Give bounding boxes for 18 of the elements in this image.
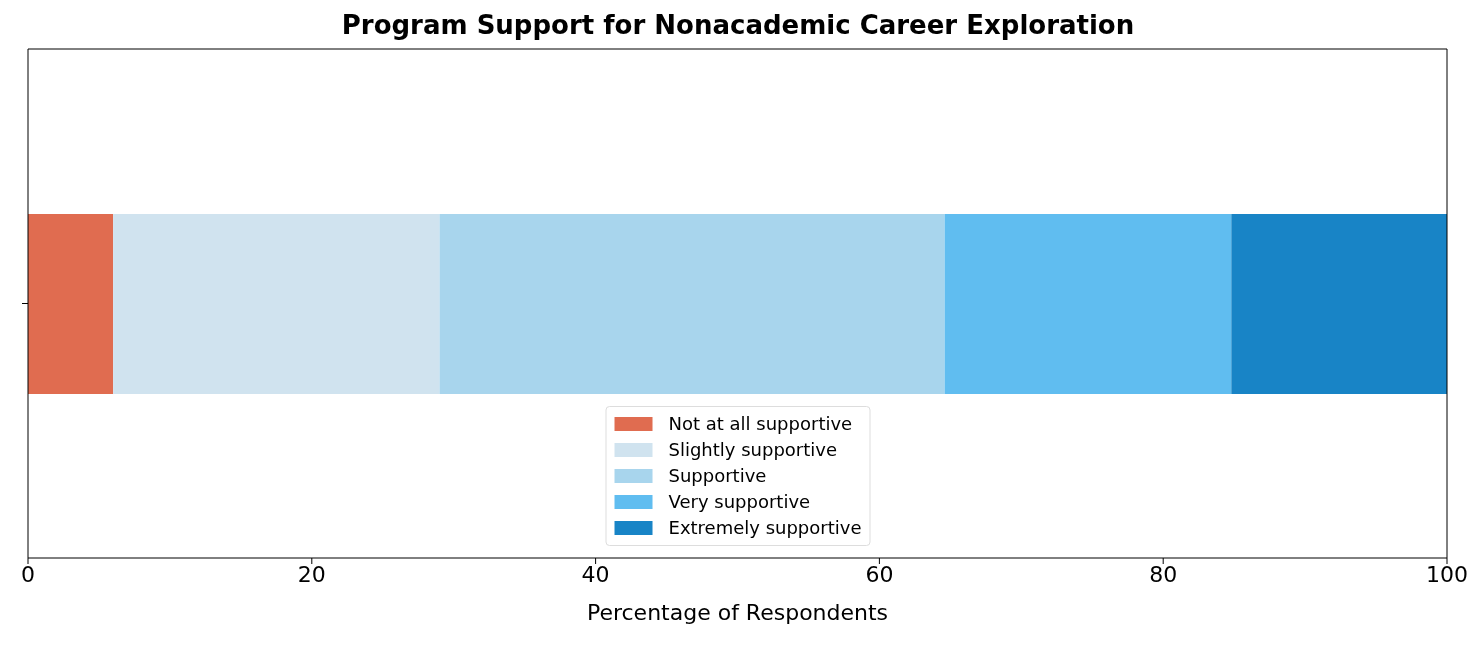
legend-label: Supportive: [668, 464, 767, 488]
x-tick-label: 80: [1149, 561, 1178, 587]
chart-title: Program Support for Nonacademic Career Exploration: [340, 9, 1136, 42]
bar: [113, 214, 440, 394]
x-tick-label: 20: [297, 561, 326, 587]
bar: [944, 214, 1232, 394]
legend-label: Slightly supportive: [668, 438, 838, 462]
bar: [28, 214, 114, 394]
legend-label: Extremely supportive: [668, 516, 862, 540]
x-tick-label: 60: [865, 561, 894, 587]
legend-label: Very supportive: [668, 490, 811, 514]
x-axis-title: Percentage of Respondents: [586, 600, 889, 625]
legend-label: Not at all supportive: [668, 412, 853, 436]
x-tick-label: 0: [21, 561, 35, 587]
bar: [1231, 214, 1447, 394]
x-tick-label: 40: [581, 561, 610, 587]
bar: [439, 214, 945, 394]
x-tick-label: 100: [1426, 561, 1468, 587]
